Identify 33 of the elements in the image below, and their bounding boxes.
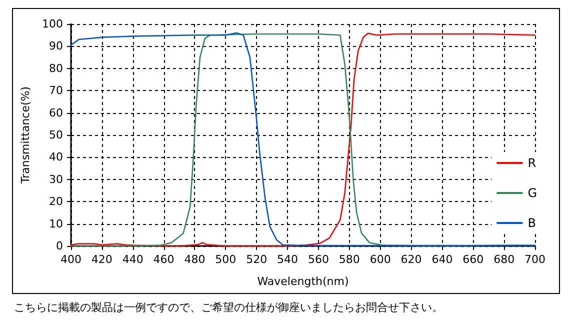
x-tick-label: 520	[246, 253, 268, 266]
x-axis-title: Wavelength(nm)	[257, 275, 349, 288]
text: こちらに掲載の製品は一例ですので、ご希望の仕様が御座いましたらお問合せ下さい。	[14, 300, 443, 315]
x-tick-label: 500	[215, 253, 236, 266]
y-tick-label: 40	[49, 150, 63, 164]
legend-label: R	[528, 156, 536, 170]
x-tick-label: 540	[277, 253, 298, 266]
x-tick-label: 620	[400, 253, 422, 266]
y-tick-label: 70	[49, 84, 63, 98]
x-tick-label: 640	[432, 253, 453, 266]
x-tick-label: 660	[462, 253, 484, 266]
legend-label: B	[528, 216, 536, 230]
x-tick-label: 580	[338, 253, 360, 266]
y-axis-title: Transmittance(%)	[19, 86, 32, 185]
x-tick-label: 440	[122, 253, 144, 266]
x-tick-label: 400	[60, 253, 82, 266]
y-tick-label: 60	[49, 106, 63, 120]
y-tick-label: 80	[49, 62, 63, 75]
y-tick-label: 0	[56, 240, 63, 252]
y-tick-label: 30	[49, 172, 63, 186]
x-tick-label: 480	[184, 253, 206, 266]
y-tick-label: 50	[49, 128, 63, 142]
x-tick-label: 600	[370, 253, 391, 266]
y-tick-label: 20	[49, 195, 63, 208]
y-tick-label: 100	[42, 18, 63, 30]
x-tick-label: 700	[524, 253, 546, 266]
y-tick-label: 90	[49, 40, 63, 53]
x-tick-label: 420	[91, 253, 112, 266]
legend-label: G	[528, 186, 538, 200]
x-tick-label: 460	[153, 253, 174, 266]
x-tick-label: 680	[494, 253, 515, 266]
y-tick-label: 10	[49, 217, 63, 230]
x-tick-label: 560	[308, 253, 329, 266]
